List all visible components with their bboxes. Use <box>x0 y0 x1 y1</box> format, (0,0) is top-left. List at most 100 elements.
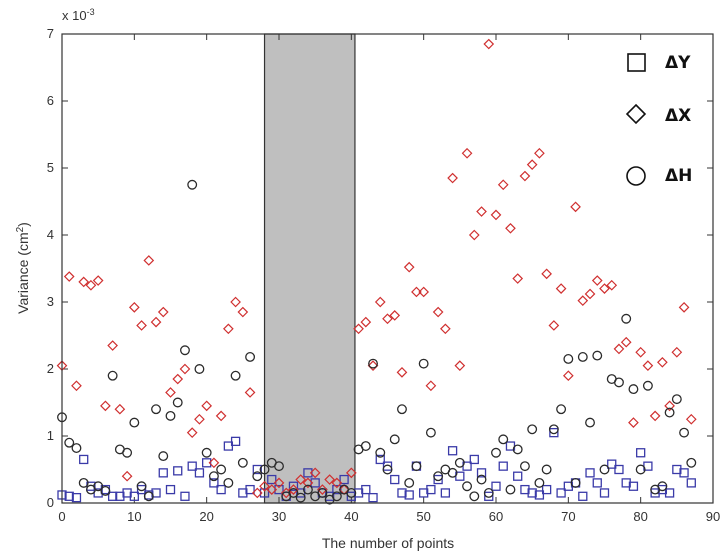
data-point-circle <box>454 457 465 468</box>
data-point-diamond <box>497 179 509 191</box>
data-point-diamond <box>114 403 126 415</box>
data-point-square <box>223 441 234 451</box>
data-point-circle <box>498 434 509 445</box>
data-point-square <box>686 478 696 488</box>
data-point-circle <box>216 464 227 475</box>
highlight-band <box>263 33 356 504</box>
data-point-diamond <box>447 172 458 184</box>
data-point-diamond <box>440 323 451 335</box>
data-point-square <box>332 484 342 495</box>
x-tick-label: 0 <box>58 509 65 524</box>
data-markers <box>56 38 697 505</box>
legend-label-dh: ΔH <box>665 166 692 186</box>
data-point-circle <box>64 437 75 448</box>
data-point-circle <box>679 427 690 438</box>
data-point-circle <box>541 464 552 475</box>
data-point-square <box>469 454 479 465</box>
data-point-diamond <box>534 147 545 159</box>
data-point-circle <box>657 481 668 492</box>
data-point-diamond <box>649 410 661 422</box>
data-point-square <box>194 468 205 478</box>
data-point-circle <box>143 491 154 502</box>
data-point-square <box>259 488 270 498</box>
data-point-square <box>310 478 320 488</box>
data-point-circle <box>556 404 567 415</box>
data-point-square <box>556 488 566 498</box>
data-point-circle <box>122 447 133 458</box>
data-point-circle <box>302 484 313 495</box>
data-point-square <box>534 490 545 500</box>
data-point-diamond <box>324 474 335 485</box>
data-point-diamond <box>251 487 263 499</box>
legend-label-dy: ΔY <box>665 53 691 73</box>
data-point-circle <box>201 447 212 458</box>
data-point-diamond <box>165 387 176 398</box>
data-point-circle <box>519 461 530 472</box>
data-point-circle <box>129 417 140 428</box>
x-axis-label: The number of points <box>322 535 454 551</box>
data-point-diamond <box>403 261 415 273</box>
data-point-circle <box>491 447 501 458</box>
data-point-diamond <box>606 279 618 291</box>
data-point-square <box>79 454 89 465</box>
data-point-square <box>180 491 190 501</box>
data-point-square <box>440 488 451 498</box>
y-tick-label: 2 <box>47 361 54 376</box>
data-point-diamond <box>136 320 147 331</box>
data-point-diamond <box>215 410 227 422</box>
data-point-square <box>426 484 436 495</box>
data-point-diamond <box>353 323 364 335</box>
data-point-diamond <box>331 477 343 489</box>
legend-diamond-icon <box>625 103 647 125</box>
data-point-circle <box>165 410 176 421</box>
data-point-diamond <box>107 340 118 351</box>
data-point-circle <box>187 179 198 190</box>
data-point-diamond <box>143 255 155 266</box>
data-point-diamond <box>628 417 639 428</box>
legend-square-icon <box>627 53 646 72</box>
data-point-diamond <box>483 38 495 50</box>
data-point-diamond <box>505 222 516 234</box>
data-point-circle <box>469 491 480 502</box>
data-point-square <box>447 446 458 456</box>
data-point-circle <box>382 464 393 475</box>
data-point-circle <box>577 351 588 362</box>
data-point-square <box>476 468 487 478</box>
y-axis-label: Variance (cm2) <box>15 222 31 314</box>
data-point-diamond <box>157 306 169 318</box>
y-tick-labels: 0 1 2 3 4 5 6 7 <box>47 26 54 510</box>
data-point-square <box>433 474 443 485</box>
data-point-square <box>390 474 400 485</box>
data-point-circle <box>534 477 545 488</box>
data-point-square <box>404 490 414 500</box>
data-point-circle <box>93 481 104 492</box>
exponent-power: -3 <box>87 7 95 17</box>
data-point-square <box>397 488 407 498</box>
x-tick-label: 20 <box>199 509 213 524</box>
data-point-square <box>628 481 639 491</box>
data-point-circle <box>592 350 603 361</box>
data-point-diamond <box>78 276 90 288</box>
data-point-diamond <box>295 474 307 485</box>
data-point-circle <box>230 370 241 381</box>
data-point-circle <box>172 397 183 408</box>
x-tick-label: 90 <box>706 509 720 524</box>
y-axis-label-close: ) <box>15 222 31 227</box>
series-diamond <box>56 38 697 499</box>
data-point-circle <box>671 394 682 405</box>
data-point-diamond <box>244 387 256 398</box>
data-point-diamond <box>201 400 213 412</box>
series-circle <box>57 179 697 505</box>
data-point-diamond <box>432 306 444 318</box>
data-point-circle <box>512 444 523 455</box>
x-tick-label: 70 <box>561 509 575 524</box>
data-point-diamond <box>613 343 625 355</box>
data-point-circle <box>331 491 342 502</box>
data-point-diamond <box>150 316 162 328</box>
data-point-circle <box>411 461 422 472</box>
data-point-diamond <box>526 159 538 170</box>
data-point-square <box>107 491 118 501</box>
data-point-square <box>136 484 147 495</box>
y-tick-label: 6 <box>47 93 54 108</box>
